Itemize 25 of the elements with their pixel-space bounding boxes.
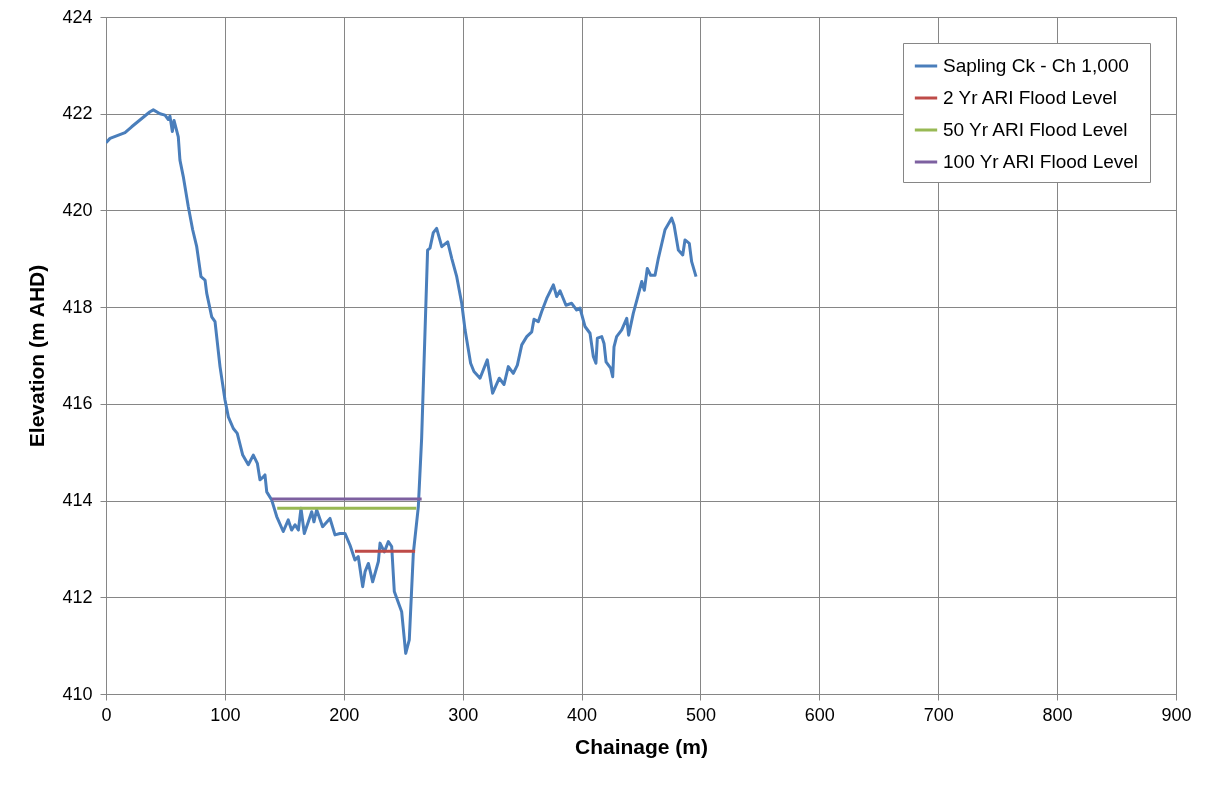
x-tick-label: 300 bbox=[448, 704, 479, 725]
y-tick-label: 420 bbox=[62, 199, 93, 220]
y-tick-label: 416 bbox=[62, 393, 93, 414]
legend-label: Sapling Ck - Ch 1,000 bbox=[943, 55, 1129, 76]
y-tick-label: 424 bbox=[62, 6, 93, 27]
legend-label: 100 Yr ARI Flood Level bbox=[943, 151, 1139, 172]
legend-label: 2 Yr ARI Flood Level bbox=[943, 87, 1117, 108]
y-axis-title: Elevation (m AHD) bbox=[25, 264, 49, 448]
line-series bbox=[106, 108, 698, 655]
x-tick-label: 200 bbox=[329, 704, 360, 725]
legend-label: 50 Yr ARI Flood Level bbox=[943, 119, 1128, 140]
x-tick-label: 700 bbox=[923, 704, 954, 725]
x-tick-label: 100 bbox=[210, 704, 241, 725]
x-tick-label: 900 bbox=[1161, 704, 1192, 725]
x-tick-label: 600 bbox=[804, 704, 835, 725]
x-tick-label: 0 bbox=[101, 704, 112, 725]
y-tick-label: 412 bbox=[62, 586, 93, 607]
y-tick-label: 418 bbox=[62, 296, 93, 317]
x-tick-label: 500 bbox=[685, 704, 716, 725]
x-tick-label: 400 bbox=[567, 704, 598, 725]
y-tick-label: 414 bbox=[62, 490, 93, 511]
x-tick-label: 800 bbox=[1042, 704, 1073, 725]
y-tick-label: 410 bbox=[62, 683, 93, 704]
x-axis-title: Chainage (m) bbox=[574, 734, 709, 758]
y-tick-label: 422 bbox=[62, 103, 93, 124]
